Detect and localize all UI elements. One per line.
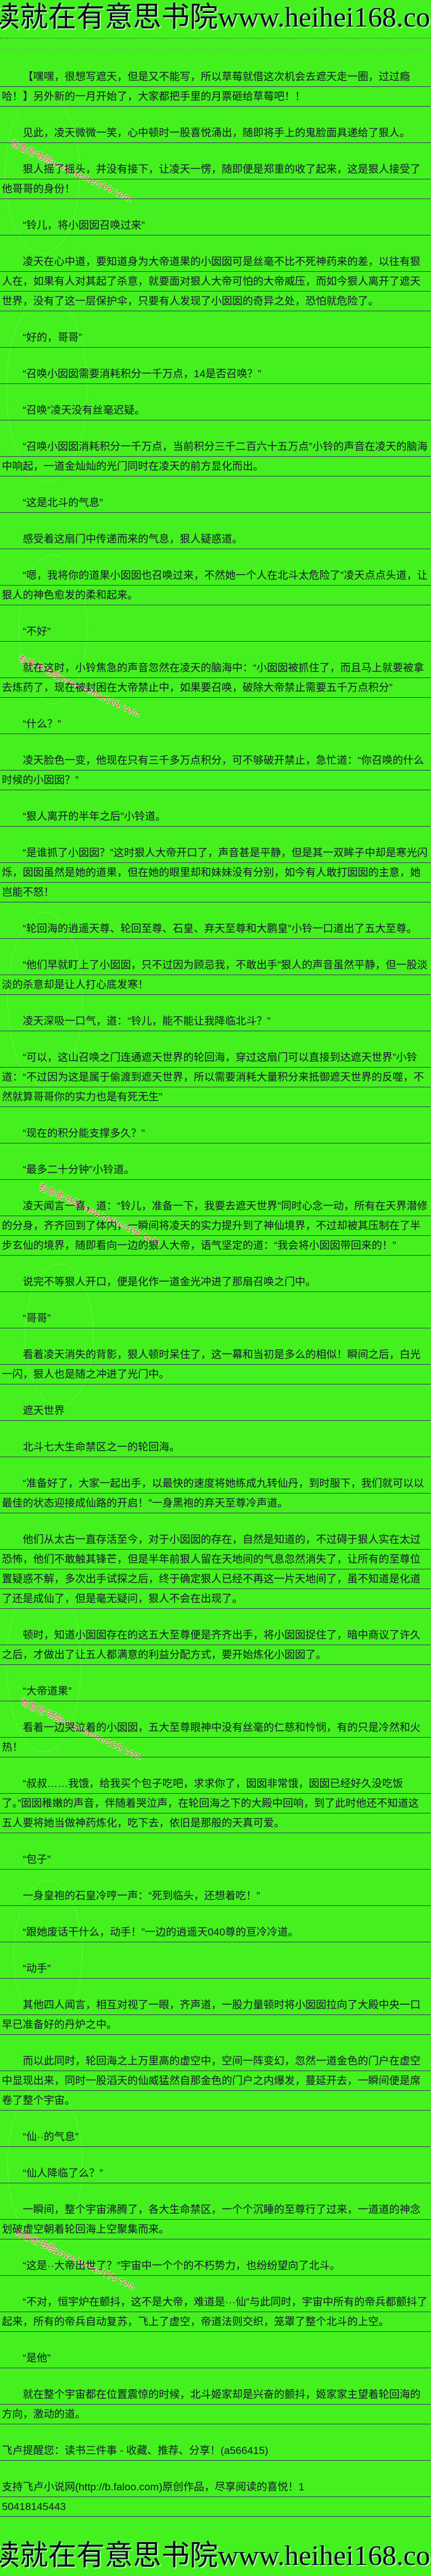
novel-paragraph: “是他” — [0, 2348, 431, 2368]
novel-paragraph: “他们早就盯上了小囡囡，只不过因为顾忌我，不敢出手”狠人的声音虽然平静，但一股淡… — [0, 955, 431, 995]
novel-paragraph: 飞卢提醒您：读书三件事 - 收藏、推荐、分享！(a566415) — [0, 2440, 431, 2461]
novel-paragraph: “召唤小囡囡需要消耗积分一千万点，14是否召唤？” — [0, 364, 431, 384]
novel-paragraph: “嗯，我将你的道果小囡囡也召唤过来，不然她一个人在北斗太危险了”凌天点点头道，让… — [0, 565, 431, 605]
novel-paragraph: “什么？” — [0, 714, 431, 734]
novel-paragraph: 其他四人闻言，相互对视了一眼，齐声道，一股力量顿时将小囡囡拉向了大殿中央一口早已… — [0, 1995, 431, 2035]
novel-paragraph: “召唤小囡囡消耗积分一千万点，当前积分三千二百六十五万点”小铃的声音在凌天的脑海… — [0, 436, 431, 476]
novel-paragraph: 就在整个宇宙都在位置震惊的时候，北斗姬家却是兴奋的颤抖，姬家家主望着轮回海的方向… — [0, 2384, 431, 2424]
site-banner-bottom: 读就在有意思书院www.heihei168.com — [0, 2538, 431, 2576]
novel-paragraph: 他们从太古一直存活至今，对于小囡囡的存在，自然是知道的，不过碍于狠人实在太过恐怖… — [0, 1529, 431, 1609]
novel-paragraph: 凌天脸色一变，他现在只有三千多万点积分，可不够破开禁止，急忙道：“你召唤的什么时… — [0, 750, 431, 790]
novel-paragraph: “哥哥” — [0, 1308, 431, 1328]
novel-paragraph: “叔叔……我饿，给我买个包子吃吧，求求你了，囡囡非常饿，囡囡已经好久没吃饭了。”… — [0, 1773, 431, 1833]
novel-paragraph: “跟她废话干什么，动手！”一边的逍遥天040尊的亘冷冷道。 — [0, 1922, 431, 1942]
novel-paragraph: “大帝道果” — [0, 1681, 431, 1701]
novel-paragraph: 一身皇袍的石皇冷哼一声：“死到临头，还想着吃！” — [0, 1886, 431, 1906]
novel-paragraph: “包子” — [0, 1849, 431, 1870]
novel-paragraph: 遮天世界 — [0, 1400, 431, 1421]
novel-paragraph: 感受着这扇门中传递而来的气息，狠人疑惑道。 — [0, 529, 431, 549]
novel-paragraph: 凌天闻言一喜，道：“铃儿，准备一下，我要去遮天世界”同时心念一动，所有在天界潜修… — [0, 1196, 431, 1256]
novel-paragraph: “最多二十分钟”小铃道。 — [0, 1159, 431, 1180]
dash-separator — [0, 48, 431, 50]
novel-paragraph: “这是北斗的气息” — [0, 493, 431, 513]
novel-paragraph: “好的，哥哥” — [0, 327, 431, 348]
novel-paragraph: 支持飞卢小说网(http://b.faloo.com)原创作品，尽享阅读的喜悦！… — [0, 2477, 431, 2517]
novel-paragraph: “不对，恒宇炉在颤抖，这不是大帝，难道是···仙”与此同时，宇宙中所有的帝兵都颤… — [0, 2292, 431, 2332]
novel-paragraph: “准备好了，大家一起出手，以最快的速度将她练成九转仙丹，到时服下，我们就可以以最… — [0, 1473, 431, 1513]
novel-paragraph: 顿时，知道小囡囡存在的这五大至尊便是齐齐出手，将小囡囡捉住了，暗中商议了许久之后… — [0, 1625, 431, 1665]
novel-paragraph: 看着凌天消失的背影，狠人顿时呆住了，这一幕和当初是多么的相似！瞬间之后，白光一闪… — [0, 1344, 431, 1384]
novel-paragraph: 一瞬间，整个宇宙沸腾了，各大生命禁区，一个个沉睡的至尊行了过来，一道道的神念划破… — [0, 2199, 431, 2239]
novel-paragraph: 就在这时，小铃焦急的声音忽然在凌天的脑海中：“小囡囡被抓住了，而且马上就要被拿去… — [0, 658, 431, 698]
novel-paragraph: 凌天深吸一口气，道：“铃儿，能不能让我降临北斗？” — [0, 1011, 431, 1031]
novel-content: 【嘿嘿，很想写遮天，但是又不能写，所以草莓就借这次机会去遮天走一圈，过过瘾哈！】… — [0, 50, 431, 2536]
novel-paragraph: “动手” — [0, 1958, 431, 1979]
novel-paragraph: “这是··大帝出世了？”宇宙中一个个的不朽势力，也纷纷望向了北斗。 — [0, 2255, 431, 2276]
novel-paragraph: “狠人离开的半年之后”小铃道。 — [0, 806, 431, 827]
novel-paragraph: 看着一边哭泣着的小囡囡，五大至尊眼神中没有丝毫的仁慈和怜悯，有的只是冷然和火热！ — [0, 1717, 431, 1757]
novel-paragraph: “铃儿，将小囡囡召唤过来” — [0, 215, 431, 235]
site-banner-text: 读就在有意思书院www.heihei168.com — [0, 2539, 431, 2571]
novel-paragraph: “轮回海的逍遥天尊、轮回至尊、石皇、弃天至尊和大鹏皇”小铃一口道出了五大至尊。 — [0, 918, 431, 939]
novel-paragraph: “可以，这山召唤之门连通遮天世界的轮回海，穿过这扇门可以直接到达遮天世界”小铃道… — [0, 1047, 431, 1107]
novel-paragraph: “现在的积分能支撑多久？” — [0, 1123, 431, 1143]
novel-paragraph: “不好” — [0, 621, 431, 642]
novel-paragraph: 凌天在心中道，要知道身为大帝道果的小囡囡可是丝毫不比不死神药来的差，以往有狠人在… — [0, 251, 431, 311]
novel-paragraph: “仙··的气息” — [0, 2127, 431, 2147]
novel-paragraph: “是谁抓了小囡囡？”这时狠人大帝开口了，声音甚是平静，但是其一双眸子中却是寒光闪… — [0, 843, 431, 902]
site-banner-text: 读就在有意思书院www.heihei168.com — [0, 1, 431, 33]
novel-paragraph: 说完不等狠人开口，便是化作一道金光冲进了那扇召唤之门中。 — [0, 1272, 431, 1292]
novel-paragraph: 北斗七大生命禁区之一的轮回海。 — [0, 1437, 431, 1457]
site-banner-top: 读就在有意思书院www.heihei168.com — [0, 0, 431, 39]
novel-paragraph: “仙人降临了么？” — [0, 2163, 431, 2183]
novel-paragraph: 【嘿嘿，很想写遮天，但是又不能写，所以草莓就借这次机会去遮天走一圈，过过瘾哈！】… — [0, 67, 431, 107]
novel-paragraph: 见此，凌天微微一笑，心中顿时一股喜悦涌出，随即将手上的鬼脸面具递给了狠人。 — [0, 123, 431, 143]
novel-paragraph: 而以此同时，轮回海之上万里高的虚空中，空间一阵变幻，忽然一道金色的门户在虚空中显… — [0, 2051, 431, 2111]
novel-paragraph: 狠人摇了摇头，并没有接下，让凌天一愣，随即便是郑重的收了起来，这是狠人接受了他哥… — [0, 159, 431, 199]
novel-paragraph: “召唤”凌天没有丝毫迟疑。 — [0, 400, 431, 420]
